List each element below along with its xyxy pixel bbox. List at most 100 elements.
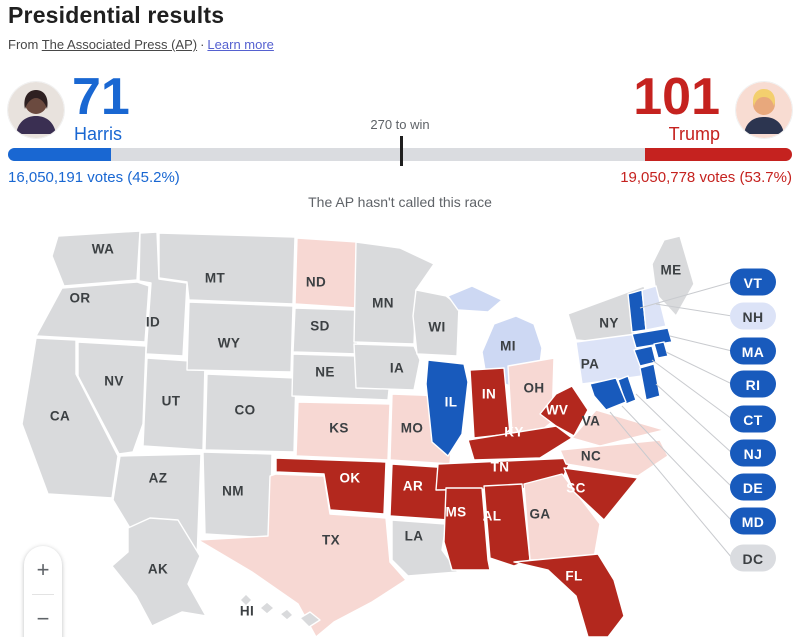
learn-more-link[interactable]: Learn more	[207, 37, 274, 52]
trump-electoral-count: 101	[633, 68, 720, 126]
state-AK[interactable]	[111, 517, 207, 627]
state-label-MN: MN	[372, 296, 394, 311]
zoom-in-button[interactable]: +	[36, 557, 50, 582]
harris-name-label: Harris	[74, 124, 122, 144]
state-HI[interactable]	[259, 601, 275, 615]
state-label-NY: NY	[599, 316, 619, 331]
pill-label-VT: VT	[744, 275, 763, 291]
state-WA[interactable]	[51, 230, 141, 287]
pill-bg-CT[interactable]	[730, 405, 776, 433]
state-label-FL: FL	[565, 569, 582, 584]
state-label-ND: ND	[306, 275, 326, 290]
state-UT[interactable]	[142, 357, 206, 451]
leader-line-NJ	[655, 383, 733, 454]
state-KY[interactable]	[467, 425, 573, 461]
state-label-TX: TX	[322, 533, 340, 548]
state-label-IN: IN	[482, 387, 496, 402]
state-label-NV: NV	[104, 374, 124, 389]
pill-DC[interactable]: DC	[730, 544, 776, 572]
pill-bg-DC[interactable]	[730, 544, 776, 572]
state-MD[interactable]	[589, 377, 627, 411]
state-label-KS: KS	[329, 421, 349, 436]
state-WV[interactable]	[539, 385, 589, 437]
source-prefix: From	[8, 37, 39, 52]
state-label-MS: MS	[445, 505, 466, 520]
state-CT[interactable]	[633, 345, 657, 367]
pill-RI[interactable]: RI	[730, 370, 776, 398]
state-label-ID: ID	[146, 315, 160, 330]
state-WY[interactable]	[186, 301, 294, 373]
pill-bg-RI[interactable]	[730, 370, 776, 398]
pill-bg-VT[interactable]	[730, 268, 776, 296]
state-label-OH: OH	[523, 381, 544, 396]
state-label-WI: WI	[428, 320, 445, 335]
leader-line-DE	[635, 393, 733, 488]
state-label-NE: NE	[315, 365, 335, 380]
pill-MD[interactable]: MD	[730, 507, 776, 535]
state-TX[interactable]	[197, 473, 407, 637]
state-label-MI: MI	[500, 339, 516, 354]
state-CO[interactable]	[204, 373, 297, 453]
harris-avatar-image	[8, 82, 64, 138]
state-label-MO: MO	[401, 421, 424, 436]
leader-line-MA	[669, 335, 733, 352]
state-WI[interactable]	[412, 289, 460, 357]
source-link[interactable]: The Associated Press (AP)	[41, 37, 198, 52]
state-GA[interactable]	[523, 473, 601, 561]
state-MT[interactable]	[158, 232, 296, 305]
pill-VT[interactable]: VT	[730, 268, 776, 296]
leader-line-CT	[651, 359, 733, 420]
state-ID[interactable]	[138, 231, 188, 357]
pill-bg-MD[interactable]	[730, 507, 776, 535]
pill-bg-NH[interactable]	[730, 302, 776, 330]
pill-label-NH: NH	[742, 309, 763, 325]
state-label-IL: IL	[445, 395, 458, 410]
state-VA[interactable]	[571, 409, 665, 447]
state-label-TN: TN	[491, 460, 510, 475]
separator: ·	[200, 37, 205, 52]
state-AL[interactable]	[483, 483, 531, 567]
pill-CT[interactable]: CT	[730, 405, 776, 433]
state-IA[interactable]	[353, 343, 421, 391]
state-label-IA: IA	[390, 361, 404, 376]
trump-avatar	[736, 82, 792, 138]
map-zoom-control: + −	[24, 546, 62, 637]
us-states-map[interactable]: WA OR CA NV ID UT AZ MT WY CO NM ND SD NE KS OK TX MN IA MO…	[0, 222, 800, 637]
state-SC[interactable]	[563, 467, 639, 521]
pill-NH[interactable]: NH	[730, 302, 776, 330]
pill-DE[interactable]: DE	[730, 473, 776, 501]
state-label-HI: HI	[240, 604, 254, 619]
state-MI[interactable]	[447, 285, 503, 313]
state-FL[interactable]	[513, 553, 625, 637]
state-label-WA: WA	[92, 242, 115, 257]
state-label-GA: GA	[529, 507, 550, 522]
state-label-MT: MT	[205, 271, 226, 286]
pill-bg-DE[interactable]	[730, 473, 776, 501]
pill-NJ[interactable]: NJ	[730, 439, 776, 467]
state-HI[interactable]	[239, 593, 253, 607]
state-label-WY: WY	[218, 336, 241, 351]
harris-electoral-count: 71	[72, 68, 130, 126]
state-MS[interactable]	[443, 487, 491, 571]
state-HI[interactable]	[299, 611, 321, 628]
pill-label-NJ: NJ	[744, 446, 763, 462]
state-CA[interactable]	[21, 337, 119, 499]
pill-MA[interactable]: MA	[730, 337, 776, 365]
state-OR[interactable]	[35, 281, 150, 343]
state-RI[interactable]	[653, 341, 669, 359]
state-label-UT: UT	[162, 394, 181, 409]
state-label-AZ: AZ	[149, 471, 168, 486]
state-KS[interactable]	[295, 401, 391, 461]
leader-line-MD	[621, 405, 733, 522]
state-ND[interactable]	[294, 237, 359, 309]
pill-bg-NJ[interactable]	[730, 439, 776, 467]
state-label-NC: NC	[581, 449, 601, 464]
pill-bg-MA[interactable]	[730, 337, 776, 365]
state-NH[interactable]	[641, 285, 667, 331]
harris-votes-text: 16,050,191 votes (45.2%)	[8, 169, 180, 186]
source-line: From The Associated Press (AP) · Learn mor…	[8, 37, 274, 52]
state-HI[interactable]	[279, 608, 294, 621]
state-IL[interactable]	[425, 359, 469, 457]
state-NJ[interactable]	[639, 363, 661, 401]
zoom-out-button[interactable]: −	[36, 606, 50, 631]
